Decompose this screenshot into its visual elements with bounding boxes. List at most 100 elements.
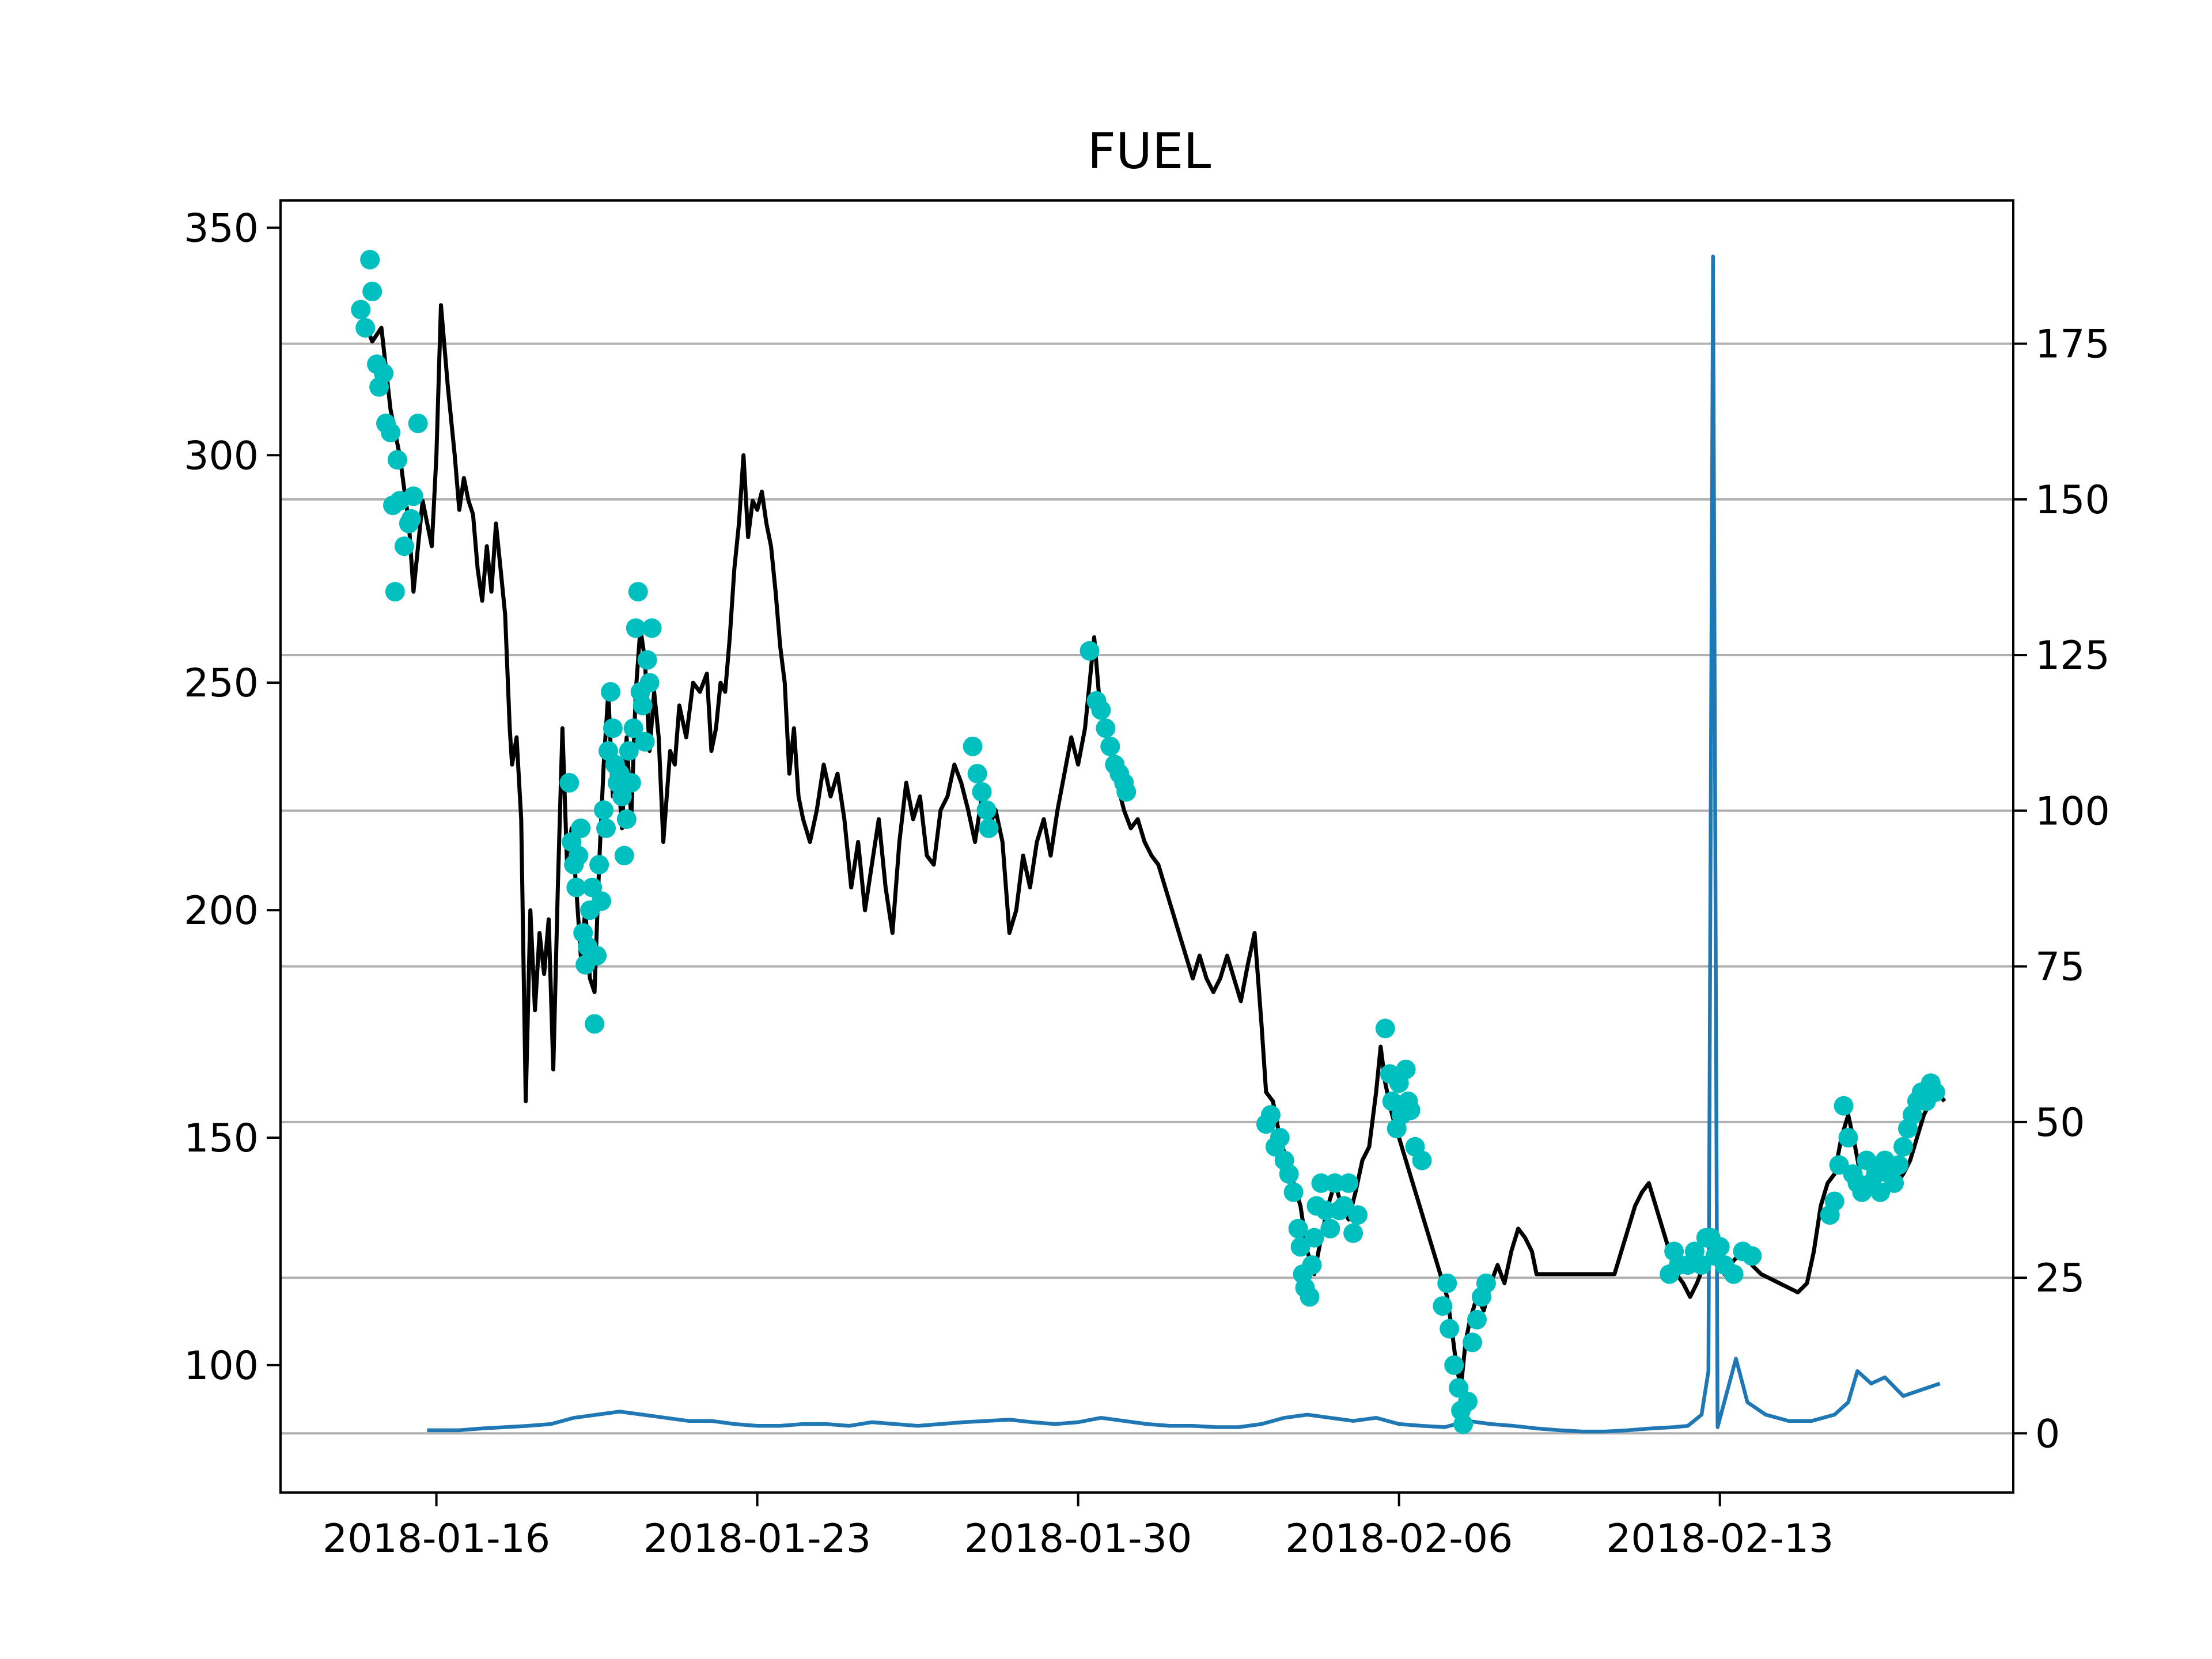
y-tick-label-5: 350 bbox=[184, 206, 259, 251]
signal-marker-2 bbox=[360, 249, 380, 270]
signal-marker-53 bbox=[639, 673, 660, 693]
signal-marker-21 bbox=[566, 877, 586, 897]
y-tick-label-1: 150 bbox=[184, 1116, 259, 1161]
signal-marker-37 bbox=[603, 718, 623, 738]
signal-marker-31 bbox=[589, 855, 609, 875]
signal-marker-8 bbox=[381, 422, 400, 442]
signal-marker-64 bbox=[1100, 736, 1120, 756]
signal-marker-55 bbox=[963, 736, 983, 756]
x-tick-label-4: 2018-02-13 bbox=[1606, 1516, 1834, 1562]
x-axis: 2018-01-16 2018-01-23 2018-01-30 2018-02-06… bbox=[323, 1493, 1834, 1562]
signal-marker-81 bbox=[1302, 1255, 1322, 1275]
y2-tick-label-4: 100 bbox=[2035, 789, 2110, 834]
y2-tick-label-1: 25 bbox=[2035, 1256, 2085, 1301]
signal-marker-34 bbox=[596, 818, 616, 838]
signal-marker-127 bbox=[1724, 1264, 1744, 1284]
signal-marker-141 bbox=[1870, 1182, 1891, 1202]
y-tick-label-3: 250 bbox=[184, 661, 259, 706]
y-axis-right: 0 25 50 75 100 125 150 175 bbox=[2013, 322, 2110, 1457]
signal-marker-87 bbox=[1325, 1173, 1345, 1193]
signal-marker-86 bbox=[1320, 1218, 1340, 1238]
signal-marker-18 bbox=[559, 772, 579, 793]
signal-marker-125 bbox=[1710, 1237, 1730, 1257]
signal-marker-50 bbox=[632, 695, 653, 715]
signal-marker-92 bbox=[1348, 1205, 1368, 1225]
plot-area bbox=[351, 249, 1946, 1434]
signal-marker-146 bbox=[1893, 1137, 1913, 1157]
signal-marker-111 bbox=[1458, 1392, 1478, 1411]
signal-marker-29 bbox=[585, 1014, 605, 1034]
y-tick-label-0: 100 bbox=[184, 1343, 259, 1389]
signal-marker-107 bbox=[1444, 1355, 1464, 1375]
y-tick-label-2: 200 bbox=[184, 888, 259, 934]
signal-marker-131 bbox=[1824, 1191, 1844, 1211]
signal-marker-13 bbox=[394, 536, 414, 556]
y-tick-label-4: 300 bbox=[184, 433, 259, 479]
y-axis-left: 100 150 200 250 300 350 bbox=[184, 206, 281, 1389]
signal-marker-47 bbox=[626, 618, 646, 638]
signal-marker-112 bbox=[1463, 1332, 1482, 1353]
signal-marker-106 bbox=[1440, 1319, 1460, 1339]
signal-marker-68 bbox=[1116, 782, 1137, 802]
signal-marker-3 bbox=[362, 282, 382, 301]
signal-marker-45 bbox=[621, 772, 641, 793]
signal-marker-75 bbox=[1283, 1182, 1304, 1202]
signal-marker-72 bbox=[1270, 1128, 1290, 1147]
signal-marker-42 bbox=[614, 846, 634, 866]
y2-tick-label-0: 0 bbox=[2035, 1411, 2060, 1457]
signal-marker-33 bbox=[594, 800, 613, 820]
signal-marker-91 bbox=[1343, 1223, 1363, 1243]
y2-tick-label-7: 175 bbox=[2035, 322, 2110, 368]
x-tick-label-0: 2018-01-16 bbox=[323, 1516, 550, 1562]
signal-marker-44 bbox=[619, 741, 639, 761]
signal-marker-43 bbox=[616, 809, 637, 830]
signal-marker-32 bbox=[592, 891, 611, 911]
signal-marker-93 bbox=[1375, 1018, 1395, 1039]
signal-marker-11 bbox=[387, 450, 407, 470]
signal-marker-46 bbox=[623, 718, 643, 738]
signal-marker-121 bbox=[1691, 1255, 1711, 1275]
signal-marker-89 bbox=[1334, 1196, 1354, 1216]
signal-marker-90 bbox=[1339, 1173, 1359, 1193]
signal-marker-1 bbox=[355, 318, 376, 338]
signal-marker-103 bbox=[1412, 1150, 1432, 1171]
signal-marker-105 bbox=[1437, 1273, 1457, 1293]
y2-tick-label-2: 50 bbox=[2035, 1100, 2085, 1146]
signal-marker-115 bbox=[1476, 1273, 1496, 1293]
signal-marker-10 bbox=[385, 582, 405, 602]
signal-marker-23 bbox=[571, 818, 591, 838]
signal-marker-57 bbox=[972, 782, 992, 802]
y2-tick-label-3: 75 bbox=[2035, 945, 2085, 990]
x-tick-label-3: 2018-02-06 bbox=[1285, 1516, 1513, 1562]
signal-marker-22 bbox=[569, 846, 589, 866]
x-tick-label-2: 2018-01-30 bbox=[964, 1516, 1192, 1562]
signal-marker-82 bbox=[1304, 1228, 1324, 1248]
signal-marker-76 bbox=[1288, 1218, 1308, 1238]
signal-marker-60 bbox=[1080, 641, 1100, 661]
chart-title: FUEL bbox=[1088, 123, 1211, 180]
signal-marker-85 bbox=[1316, 1200, 1336, 1221]
axes-frame bbox=[279, 199, 2014, 1494]
signal-marker-80 bbox=[1300, 1287, 1320, 1307]
signal-marker-51 bbox=[635, 732, 655, 752]
signal-marker-113 bbox=[1467, 1309, 1487, 1330]
signal-marker-56 bbox=[967, 764, 987, 784]
signal-marker-62 bbox=[1091, 700, 1111, 720]
signal-marker-36 bbox=[601, 682, 620, 702]
signal-marker-58 bbox=[976, 800, 997, 820]
signal-marker-16 bbox=[408, 414, 428, 433]
signal-marker-52 bbox=[637, 650, 657, 670]
signal-marker-6 bbox=[374, 363, 393, 384]
signal-marker-70 bbox=[1260, 1105, 1281, 1125]
signal-marker-101 bbox=[1400, 1100, 1421, 1120]
volume-line bbox=[427, 255, 1941, 1434]
signal-marker-0 bbox=[351, 300, 371, 320]
signal-marker-74 bbox=[1279, 1164, 1299, 1184]
y2-tick-label-5: 125 bbox=[2035, 633, 2110, 679]
signal-marker-153 bbox=[1925, 1082, 1945, 1102]
signal-marker-59 bbox=[979, 818, 999, 838]
signal-marker-134 bbox=[1838, 1128, 1858, 1147]
signal-marker-48 bbox=[628, 582, 648, 602]
signal-marker-110 bbox=[1453, 1414, 1474, 1434]
